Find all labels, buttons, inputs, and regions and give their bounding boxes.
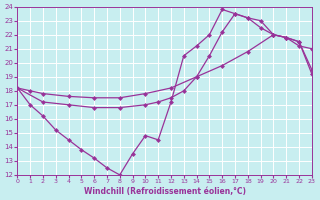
X-axis label: Windchill (Refroidissement éolien,°C): Windchill (Refroidissement éolien,°C) [84, 187, 245, 196]
